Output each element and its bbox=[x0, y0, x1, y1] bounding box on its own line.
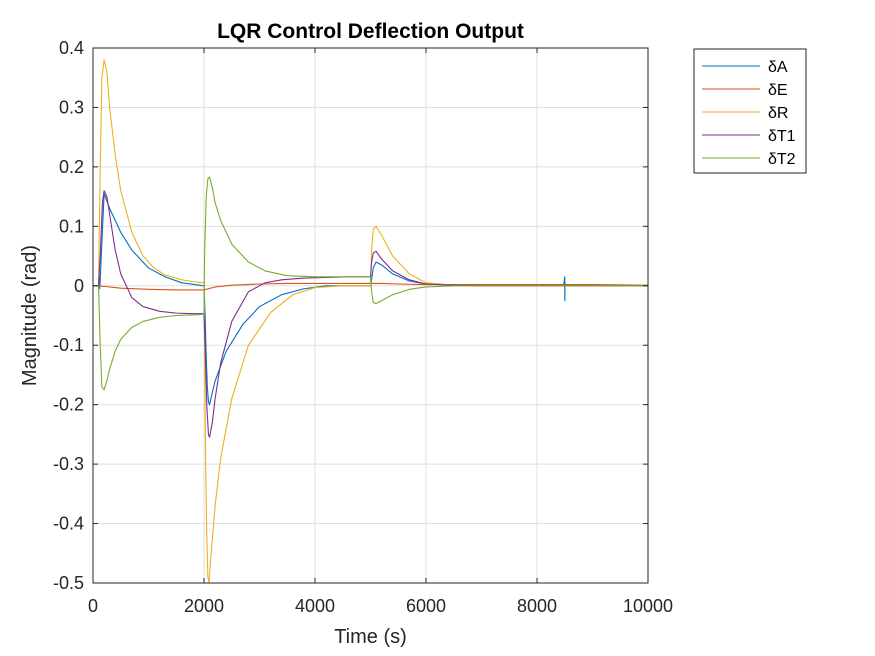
y-tick-label: 0.1 bbox=[59, 216, 84, 236]
y-tick-label: 0.3 bbox=[59, 97, 84, 117]
legend-label-2: δE bbox=[768, 82, 788, 99]
y-tick-label: -0.2 bbox=[53, 395, 84, 415]
tick-labels: 0 2000 4000 6000 8000 10000 -0.5 -0.4 -0.3 -0.2 -0… bbox=[53, 38, 673, 616]
x-tick-label: 4000 bbox=[295, 596, 335, 616]
legend[interactable]: δA δE δR δT1 δT2 bbox=[693, 48, 807, 174]
series-line-5 bbox=[93, 176, 648, 391]
ticks bbox=[92, 47, 649, 584]
x-axis-label: Time (s) bbox=[334, 626, 407, 648]
legend-label-1: δA bbox=[768, 59, 788, 76]
x-tick-label: 6000 bbox=[406, 596, 446, 616]
y-tick-label: -0.1 bbox=[53, 335, 84, 355]
series-line-4 bbox=[93, 190, 648, 438]
y-tick-label: -0.3 bbox=[53, 454, 84, 474]
series-line-3 bbox=[93, 59, 648, 584]
grid bbox=[93, 48, 648, 583]
x-tick-label: 2000 bbox=[184, 596, 224, 616]
y-tick-label: 0.4 bbox=[59, 38, 84, 58]
y-tick-label: 0.2 bbox=[59, 157, 84, 177]
chart-title: LQR Control Deflection Output bbox=[217, 20, 524, 43]
series-line-2 bbox=[93, 282, 649, 291]
legend-label-3: δR bbox=[768, 105, 788, 122]
legend-label-4: δT1 bbox=[768, 128, 796, 145]
legend-box bbox=[693, 48, 807, 174]
y-tick-label: 0 bbox=[74, 276, 84, 296]
y-axis-label: Magnitude (rad) bbox=[19, 245, 41, 386]
x-tick-label: 0 bbox=[88, 596, 98, 616]
legend-label-5: δT2 bbox=[768, 151, 796, 168]
y-tick-label: -0.4 bbox=[53, 514, 84, 534]
y-tick-label: -0.5 bbox=[53, 573, 84, 593]
x-tick-label: 8000 bbox=[517, 596, 557, 616]
plot-frame bbox=[92, 47, 649, 584]
series-group bbox=[93, 59, 649, 584]
x-tick-label: 10000 bbox=[623, 596, 673, 616]
